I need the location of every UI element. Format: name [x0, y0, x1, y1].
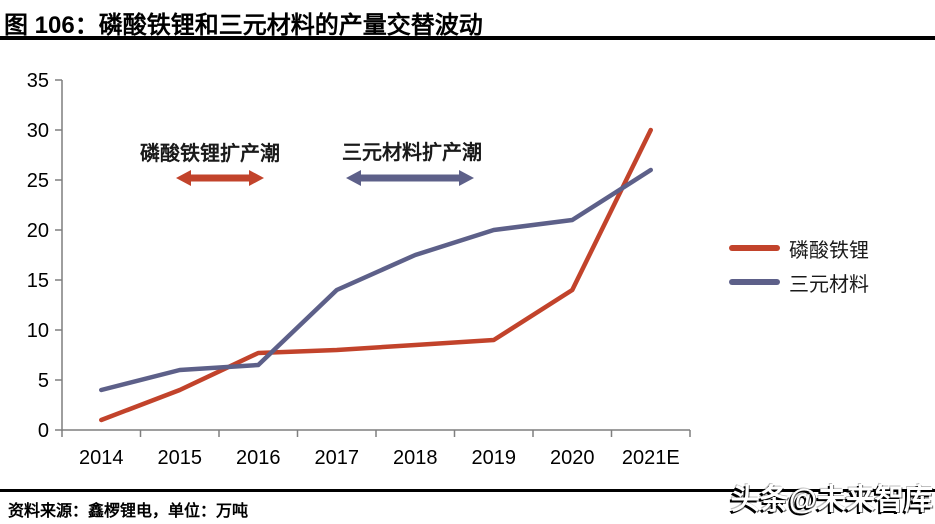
x-axis-tick-label: 2014	[79, 447, 124, 469]
ternary-line-swatch	[729, 279, 780, 285]
y-axis-tick-label: 15	[27, 270, 49, 292]
ternary-expansion-arrow-right-head	[459, 170, 474, 186]
ternary-series-line	[99, 167, 653, 393]
data-source-note: 资料来源：鑫椤锂电，单位：万吨	[8, 503, 249, 520]
y-axis-tick-label: 20	[27, 220, 49, 242]
annotation-ternary-expansion-wave: 三元材料扩产潮	[342, 142, 482, 164]
y-axis-tick-label: 0	[38, 420, 49, 442]
legend-label-ternary: 三元材料	[789, 273, 869, 296]
legend-item-lfp: 磷酸铁锂	[729, 236, 869, 262]
lfp-series-line	[99, 127, 653, 423]
lfp-line-swatch	[729, 245, 780, 251]
footer-separator-rule	[0, 489, 935, 492]
x-axis-tick-label: 2019	[472, 447, 517, 469]
figure-title: 图 106：磷酸铁锂和三元材料的产量交替波动	[4, 12, 483, 39]
x-axis-tick-label: 2021E	[622, 447, 680, 469]
annotation-lfp-expansion-wave: 磷酸铁锂扩产潮	[140, 143, 280, 165]
chart-legend: 磷酸铁锂 三元材料	[729, 236, 869, 304]
title-underline-rule	[0, 36, 935, 40]
y-axis-tick-label: 5	[38, 370, 49, 392]
ternary-expansion-arrow-left-head	[346, 170, 361, 186]
y-axis-tick-label: 25	[27, 170, 49, 192]
x-axis-tick-label: 2018	[393, 447, 438, 469]
y-axis-tick-label: 10	[27, 320, 49, 342]
x-axis-tick-label: 2015	[158, 447, 203, 469]
lfp-expansion-arrow-left-head	[176, 170, 191, 186]
lfp-expansion-arrow-right-head	[249, 170, 264, 186]
x-axis-tick-label: 2016	[236, 447, 281, 469]
legend-label-lfp: 磷酸铁锂	[789, 239, 869, 262]
y-axis-tick-label: 30	[27, 120, 49, 142]
y-axis-tick-label: 35	[27, 70, 49, 92]
x-axis-tick-label: 2017	[315, 447, 360, 469]
legend-item-ternary: 三元材料	[729, 270, 869, 296]
x-axis-tick-label: 2020	[550, 447, 595, 469]
watermark-toutiao-future-thinktank: 头条@未来智库	[730, 484, 933, 516]
